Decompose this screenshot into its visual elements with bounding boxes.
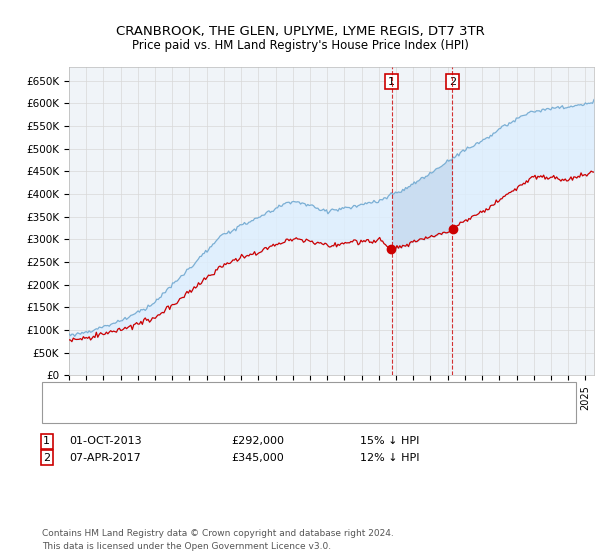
Text: CRANBROOK, THE GLEN, UPLYME, LYME REGIS, DT7 3TR: CRANBROOK, THE GLEN, UPLYME, LYME REGIS,… <box>116 25 484 38</box>
Text: 01-OCT-2013: 01-OCT-2013 <box>69 436 142 446</box>
Text: £292,000: £292,000 <box>231 436 284 446</box>
Text: CRANBROOK, THE GLEN, UPLYME, LYME REGIS, DT7 3TR (detached house): CRANBROOK, THE GLEN, UPLYME, LYME REGIS,… <box>90 389 452 399</box>
Text: Price paid vs. HM Land Registry's House Price Index (HPI): Price paid vs. HM Land Registry's House … <box>131 39 469 52</box>
Text: HPI: Average price, detached house, East Devon: HPI: Average price, detached house, East… <box>90 404 326 414</box>
Text: 2: 2 <box>449 77 456 87</box>
Text: Contains HM Land Registry data © Crown copyright and database right 2024.
This d: Contains HM Land Registry data © Crown c… <box>42 529 394 550</box>
Text: 1: 1 <box>388 77 395 87</box>
Text: 2: 2 <box>43 452 50 463</box>
Text: £345,000: £345,000 <box>231 452 284 463</box>
Text: 1: 1 <box>43 436 50 446</box>
Text: 15% ↓ HPI: 15% ↓ HPI <box>360 436 419 446</box>
Text: 12% ↓ HPI: 12% ↓ HPI <box>360 452 419 463</box>
Text: 07-APR-2017: 07-APR-2017 <box>69 452 141 463</box>
